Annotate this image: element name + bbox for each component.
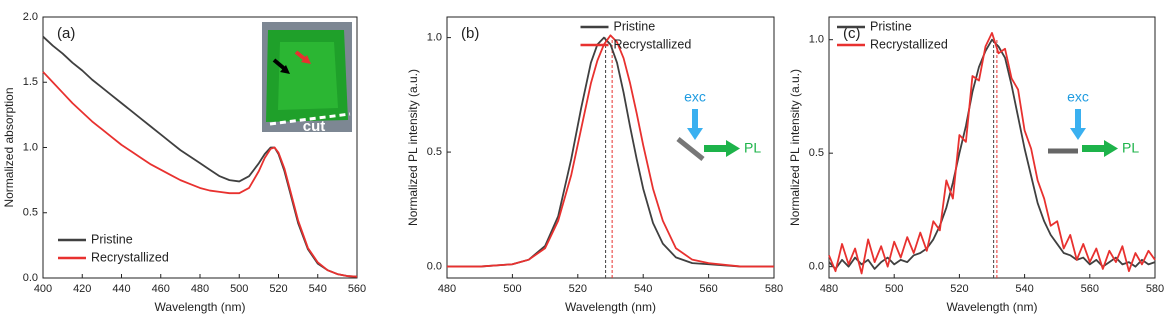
series-line [828, 31, 1156, 275]
legend-label: Recrystallized [91, 250, 169, 264]
y-tick-label: 0.5 [427, 146, 442, 158]
crystal-core [278, 42, 338, 110]
x-axis-label: Wavelength (nm) [947, 300, 1038, 314]
x-tick-label: 560 [348, 283, 366, 295]
x-tick-label: 580 [1146, 283, 1164, 295]
pl-arrow-shaft [1082, 145, 1104, 152]
legend-label: Pristine [91, 232, 133, 246]
y-tick-label: 1.0 [23, 141, 38, 153]
sample [676, 137, 705, 161]
y-tick-label: 0.5 [23, 207, 38, 219]
x-tick-label: 520 [569, 283, 587, 295]
y-tick-label: 2.0 [23, 11, 38, 23]
y-tick-label: 1.0 [809, 34, 824, 46]
plot-frame [828, 16, 1156, 279]
x-tick-label: 460 [152, 283, 170, 295]
exc-arrow-shaft [1075, 109, 1081, 129]
panel-label: (b) [461, 25, 479, 42]
legend-label: Recrystallized [870, 37, 948, 51]
schematic: exc PL [1048, 89, 1139, 157]
x-tick-label: 440 [112, 283, 130, 295]
y-tick-label: 1.5 [23, 76, 38, 88]
schematic-exc: exc [1067, 89, 1089, 105]
y-axis-label: Normalized absorption [2, 87, 16, 207]
plot-frame [446, 16, 775, 279]
x-tick-label: 540 [634, 283, 652, 295]
schematic: exc PL [676, 89, 761, 161]
legend-label: Recrystallized [614, 37, 692, 51]
x-axis-label: Wavelength (nm) [565, 300, 656, 314]
x-tick-label: 400 [34, 283, 52, 295]
x-tick-label: 500 [230, 283, 248, 295]
x-tick-label: 580 [765, 283, 783, 295]
x-tick-label: 500 [503, 283, 521, 295]
exc-arrow-head [1070, 128, 1086, 140]
inset-photo: cut [262, 22, 352, 135]
series-line [447, 36, 774, 268]
cut-line [269, 112, 351, 126]
y-axis-label: Normalized PL intensity (a.u.) [406, 69, 420, 226]
x-tick-label: 520 [269, 283, 287, 295]
x-tick-label: 480 [820, 283, 838, 295]
pl-arrow-head [726, 140, 740, 157]
inset-label: cut [303, 118, 326, 135]
x-tick-label: 540 [309, 283, 327, 295]
red-arrowhead [301, 55, 311, 64]
x-tick-label: 420 [73, 283, 91, 295]
legend-label: Pristine [870, 19, 912, 33]
panel-label: (a) [57, 25, 75, 42]
pl-arrow-shaft [704, 145, 726, 152]
x-tick-label: 520 [950, 283, 968, 295]
x-tick-label: 480 [191, 283, 209, 295]
y-axis-label: Normalized PL intensity (a.u.) [788, 69, 802, 226]
y-tick-label: 1.0 [427, 32, 442, 44]
series-line [42, 71, 358, 278]
series-line [447, 34, 774, 268]
black-arrowhead [280, 65, 290, 74]
schematic-exc: exc [684, 89, 706, 105]
exc-arrow-head [687, 128, 703, 140]
y-tick-label: 0.0 [23, 272, 38, 284]
x-tick-label: 560 [1081, 283, 1099, 295]
x-tick-label: 480 [438, 283, 456, 295]
y-tick-label: 0.5 [809, 147, 824, 159]
pl-arrow-head [1104, 140, 1118, 157]
legend-label: Pristine [614, 19, 656, 33]
exc-arrow-shaft [692, 109, 698, 129]
x-tick-label: 560 [699, 283, 717, 295]
schematic-pl: PL [744, 140, 761, 156]
schematic-pl: PL [1122, 140, 1139, 156]
x-tick-label: 500 [885, 283, 903, 295]
x-tick-label: 540 [1015, 283, 1033, 295]
x-axis-label: Wavelength (nm) [155, 300, 246, 314]
panel-label: (c) [843, 25, 861, 42]
y-tick-label: 0.0 [809, 261, 824, 273]
y-tick-label: 0.0 [427, 260, 442, 272]
